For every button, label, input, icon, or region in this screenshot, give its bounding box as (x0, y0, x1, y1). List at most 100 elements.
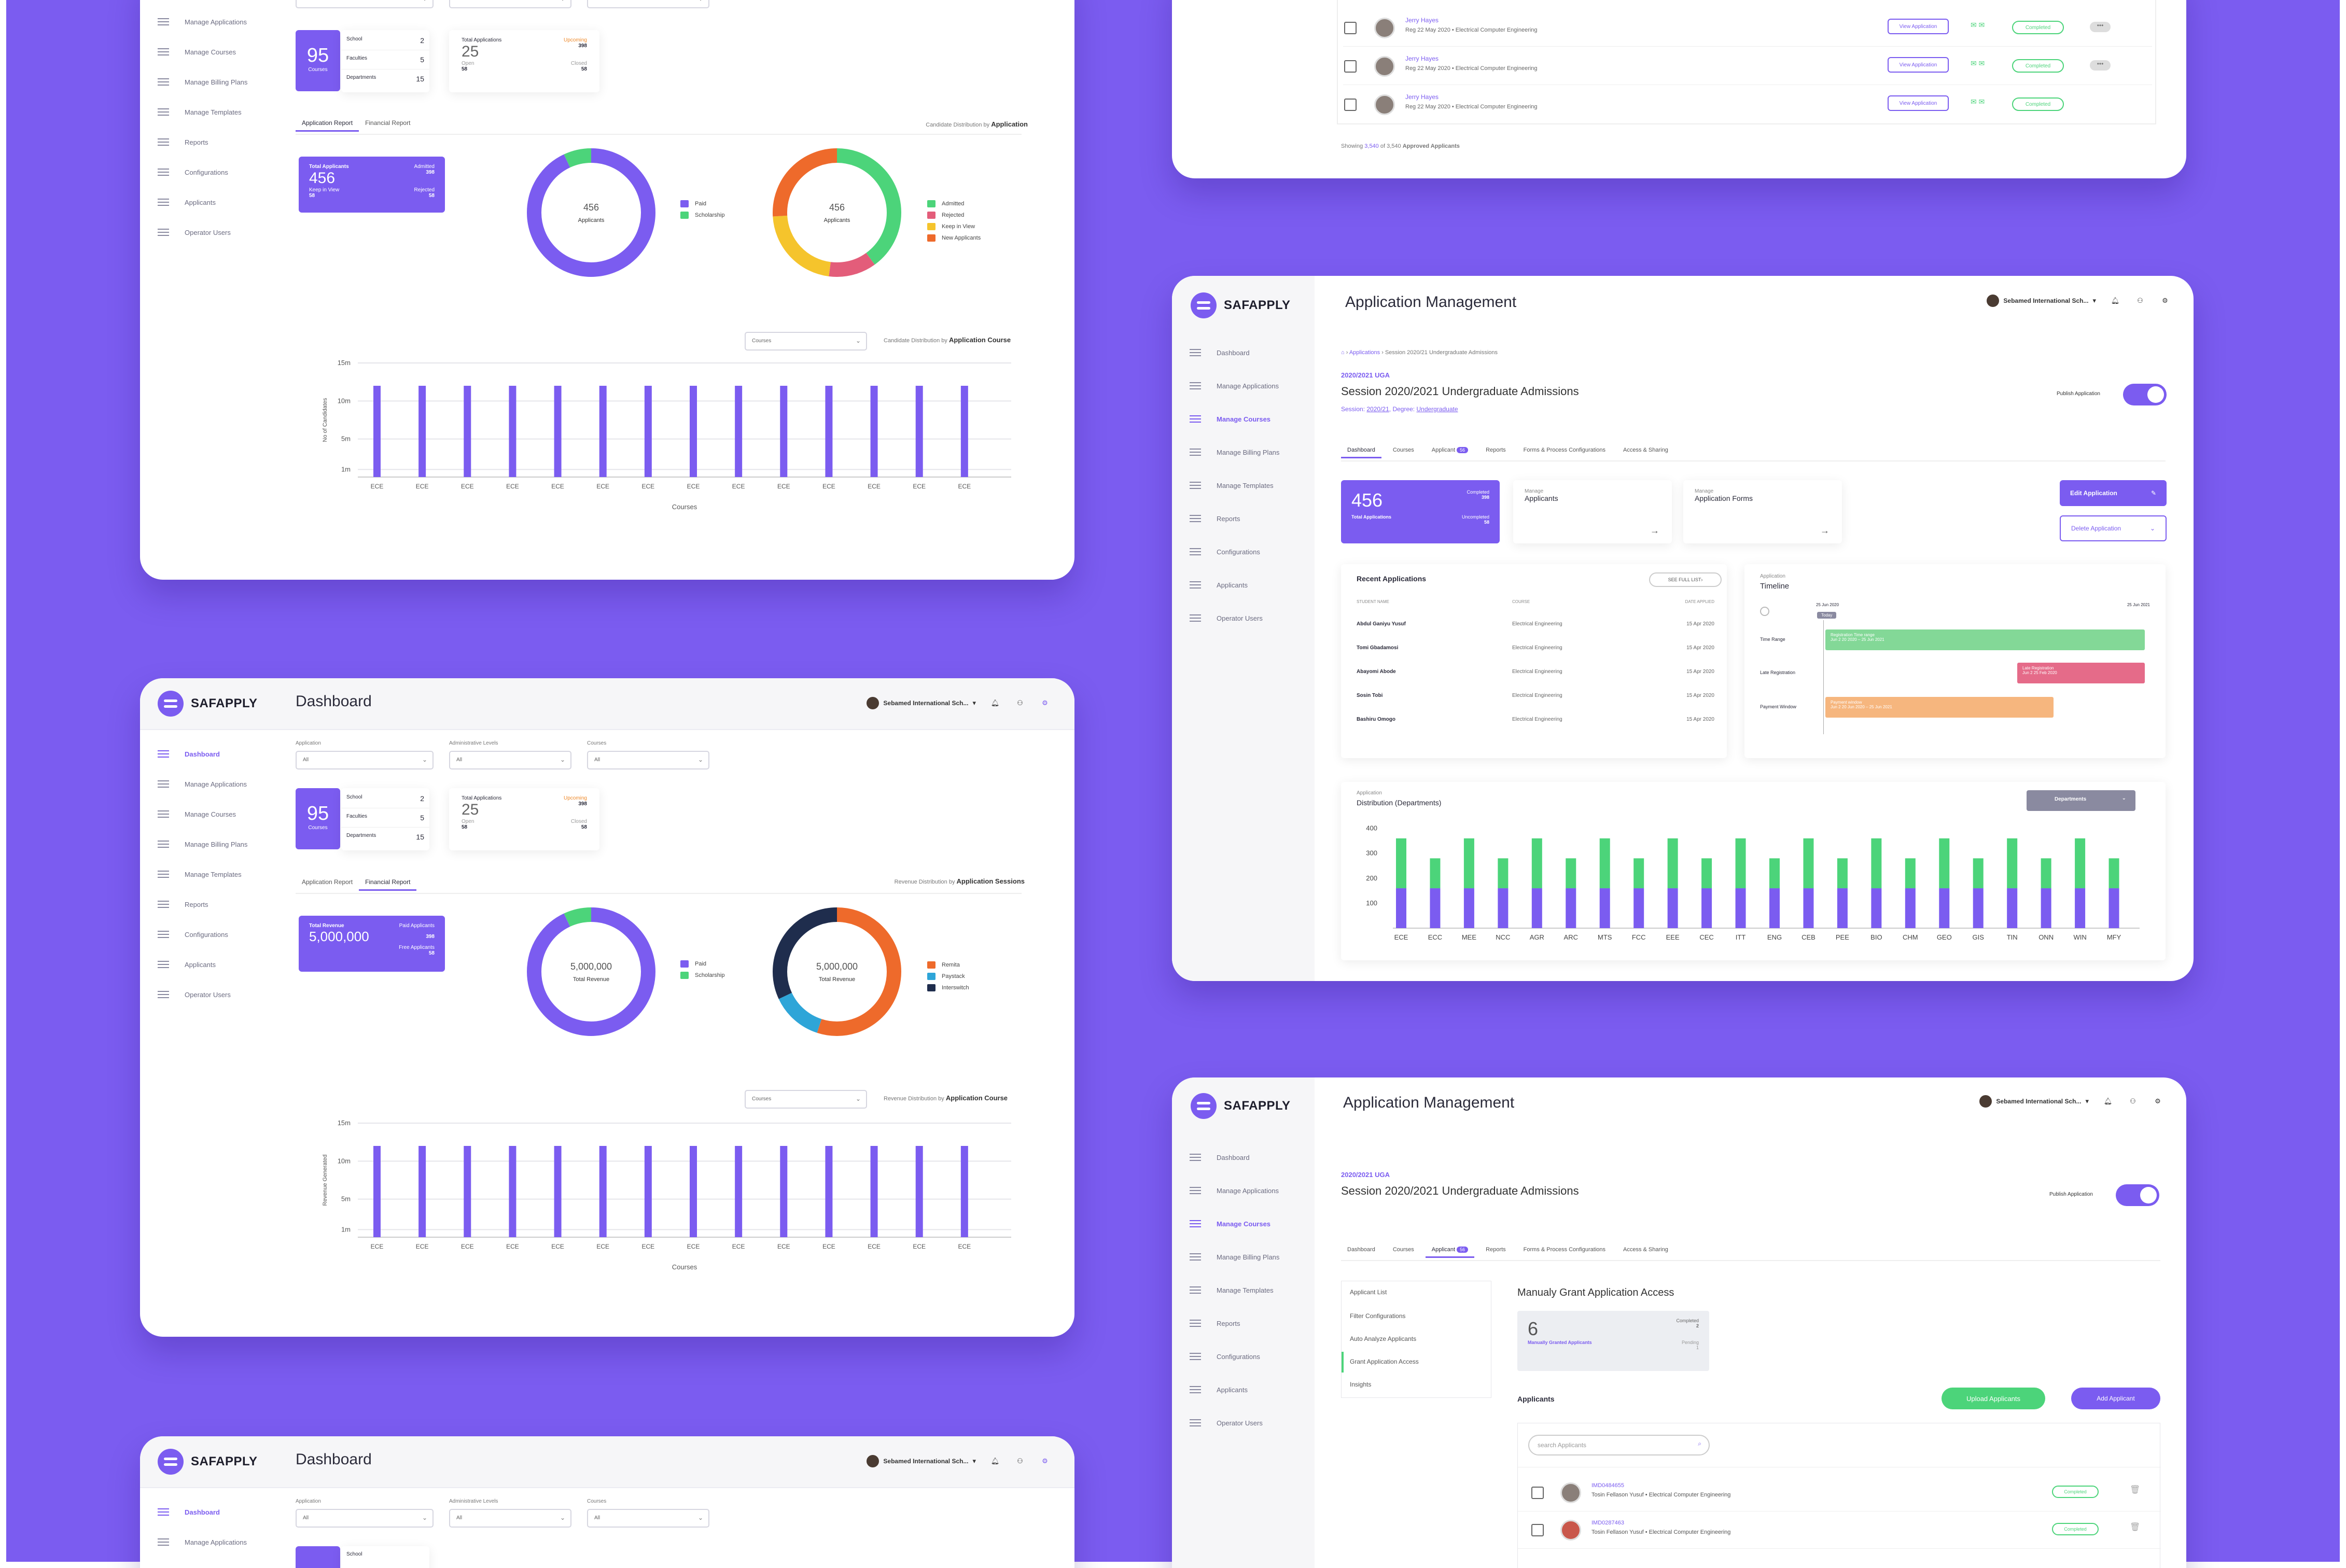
sidebar-item-manage-courses[interactable]: Manage Courses (158, 809, 236, 819)
user-icon[interactable]: ⚇ (1017, 699, 1023, 707)
publish-toggle[interactable] (2123, 384, 2167, 405)
user-icon[interactable]: ⚇ (1017, 1457, 1023, 1465)
table-row[interactable]: Tomi Gbadamosi Electrical Engineering 15 A… (1357, 645, 1714, 651)
sidebar-item-templates[interactable]: Manage Templates (158, 107, 242, 117)
sidebar-item-dashboard[interactable]: Dashboard (1190, 1152, 1250, 1163)
sidebar-item-reports[interactable]: Reports (1190, 513, 1240, 524)
delete-application-button[interactable]: Delete Application ⌄ (2060, 515, 2167, 541)
sidebar-item-dashboard[interactable]: Dashboard (158, 749, 220, 759)
tab-financial-report[interactable]: Financial Report (365, 119, 411, 127)
application-filter[interactable]: All⌄ (296, 751, 434, 769)
school-switcher[interactable]: Sebamed International Sch... ▾ (1987, 295, 2096, 307)
user-icon[interactable]: ⚇ (2137, 297, 2143, 304)
trash-icon[interactable]: 🗑︎ (2130, 1486, 2141, 1494)
subnav-applicant-list[interactable]: Applicant List (1350, 1289, 1387, 1296)
sidebar-item-manage-applications[interactable]: Manage Applications (158, 779, 247, 789)
bell-icon[interactable]: 🔔︎ (2111, 297, 2120, 304)
sidebar-item-billing[interactable]: Manage Billing Plans (1190, 447, 1279, 457)
sidebar-item-billing[interactable]: Manage Billing Plans (1190, 1252, 1279, 1262)
courses-filter[interactable]: All⌄ (587, 1509, 709, 1528)
timeline-bar-range[interactable]: Registration Time range Jun 2 20 2020 – 2… (1825, 629, 2145, 650)
manage-forms-card[interactable]: Manage Application Forms → (1683, 480, 1842, 543)
mail-icon[interactable]: ✉ ✉ (1971, 97, 1985, 106)
subnav-insights[interactable]: Insights (1350, 1381, 1372, 1388)
course-dist-select[interactable]: Courses ⌄ (745, 332, 867, 351)
bell-icon[interactable]: 🔔︎ (990, 699, 1000, 707)
bell-icon[interactable]: 🔔︎ (990, 1457, 1000, 1465)
departments-select[interactable]: Departments ⌄ (2027, 790, 2135, 811)
sidebar-item-manage-courses[interactable]: Manage Courses (1190, 414, 1270, 424)
gear-icon[interactable]: ⚙ (2155, 1097, 2161, 1105)
tab-courses[interactable]: Courses (1392, 1247, 1414, 1253)
application-filter[interactable]: All⌄ (296, 1509, 434, 1528)
sidebar-item-dashboard[interactable]: Dashboard (1190, 347, 1250, 358)
applicant-name[interactable]: Jerry Hayes (1405, 55, 1439, 62)
tab-access[interactable]: Access & Sharing (1623, 1247, 1668, 1253)
mail-icon[interactable]: ✉ ✉ (1971, 59, 1985, 67)
more-icon[interactable]: ••• (2090, 22, 2111, 32)
tab-applicant[interactable]: Applicant 56 (1426, 447, 1474, 458)
edit-application-button[interactable]: Edit Application ✎ (2060, 480, 2167, 506)
courses-filter[interactable]: All⌄ (587, 0, 709, 8)
subnav-filter-config[interactable]: Filter Configurations (1350, 1312, 1406, 1320)
view-application-button[interactable]: View Application (1888, 19, 1949, 34)
gear-icon[interactable]: ⚙ (1042, 1457, 1048, 1465)
courses-filter[interactable]: All⌄ (587, 751, 709, 769)
tab-applicant[interactable]: Applicant 56 (1425, 1247, 1475, 1258)
add-applicant-button[interactable]: Add Applicant (2071, 1388, 2160, 1409)
sidebar-item-operators[interactable]: Operator Users (1190, 1418, 1263, 1428)
tab-application-report[interactable]: Application Report (302, 878, 353, 886)
row-checkbox[interactable] (1344, 99, 1357, 111)
trash-icon[interactable]: 🗑︎ (2130, 1523, 2141, 1532)
tab-access[interactable]: Access & Sharing (1623, 447, 1668, 453)
sidebar-item-configurations[interactable]: Configurations (1190, 1351, 1260, 1362)
sidebar-item-reports[interactable]: Reports (158, 137, 208, 147)
sidebar-item-applicants[interactable]: Applicants (1190, 580, 1248, 590)
publish-toggle[interactable] (2116, 1184, 2159, 1206)
mail-icon[interactable]: ✉ ✉ (1971, 21, 1985, 29)
admin-level-filter[interactable]: All⌄ (449, 751, 571, 769)
see-full-list-button[interactable]: SEE FULL LIST › (1649, 572, 1722, 587)
user-icon[interactable]: ⚇ (2130, 1097, 2136, 1105)
course-dist-select[interactable]: Courses ⌄ (745, 1090, 867, 1109)
sidebar-item-billing[interactable]: Manage Billing Plans (158, 839, 247, 849)
more-icon[interactable]: ••• (2090, 60, 2111, 71)
breadcrumb-link[interactable]: Applications (1349, 349, 1380, 356)
sidebar-item-reports[interactable]: Reports (158, 899, 208, 909)
tab-courses[interactable]: Courses (1392, 447, 1414, 453)
sidebar-item-dashboard[interactable]: Dashboard (158, 1507, 220, 1517)
timeline-bar-late[interactable]: Late Registration Jun 2 25 Feb 2020 (2017, 663, 2145, 683)
sidebar-item-manage-applications[interactable]: Manage Applications (1190, 1185, 1279, 1196)
manage-applicants-card[interactable]: Manage Applicants → (1513, 480, 1672, 543)
gear-icon[interactable]: ⚙ (2162, 297, 2168, 304)
sidebar-item-manage-applications[interactable]: Manage Applications (158, 1537, 247, 1547)
subnav-grant-access[interactable]: Grant Application Access (1350, 1358, 1419, 1365)
tab-reports[interactable]: Reports (1486, 1247, 1506, 1253)
sidebar-item-templates[interactable]: Manage Templates (1190, 1285, 1274, 1295)
tab-forms[interactable]: Forms & Process Configurations (1523, 447, 1606, 453)
school-switcher[interactable]: Sebamed International Sch... ▾ (867, 697, 976, 709)
sidebar-item-reports[interactable]: Reports (1190, 1318, 1240, 1328)
table-row[interactable]: Sosin Tobi Electrical Engineering 15 Apr 2… (1357, 693, 1714, 698)
sidebar-item-configurations[interactable]: Configurations (158, 167, 228, 177)
tab-reports[interactable]: Reports (1486, 447, 1506, 453)
row-checkbox[interactable] (1344, 60, 1357, 73)
upload-applicants-button[interactable]: Upload Applicants (1942, 1388, 2045, 1409)
table-row[interactable]: Abdul Ganiyu Yusuf Electrical Engineering… (1357, 621, 1714, 627)
applicant-id[interactable]: IMD0484655 (1591, 1482, 1624, 1489)
gear-icon[interactable]: ⚙ (1042, 699, 1048, 707)
sidebar-item-operators[interactable]: Operator Users (158, 227, 231, 237)
view-application-button[interactable]: View Application (1888, 57, 1949, 73)
sidebar-item-operators[interactable]: Operator Users (158, 989, 231, 1000)
sidebar-item-applicants[interactable]: Applicants (1190, 1384, 1248, 1395)
timeline-bar-payment[interactable]: Payment window Jun 2 20 Jun 2020 – 25 Jun… (1825, 697, 2054, 718)
sidebar-item-billing[interactable]: Manage Billing Plans (158, 77, 247, 87)
sidebar-item-manage-courses[interactable]: Manage Courses (158, 47, 236, 57)
sidebar-item-templates[interactable]: Manage Templates (1190, 480, 1274, 491)
sidebar-item-manage-applications[interactable]: Manage Applications (158, 17, 247, 27)
school-switcher[interactable]: Sebamed International Sch... ▾ (1979, 1095, 2089, 1108)
table-row[interactable]: Bashiru Omogo Electrical Engineering 15 Ap… (1357, 717, 1714, 722)
sidebar-item-operators[interactable]: Operator Users (1190, 613, 1263, 623)
admin-level-filter[interactable]: All⌄ (449, 0, 571, 8)
tab-application-report[interactable]: Application Report (296, 119, 359, 132)
